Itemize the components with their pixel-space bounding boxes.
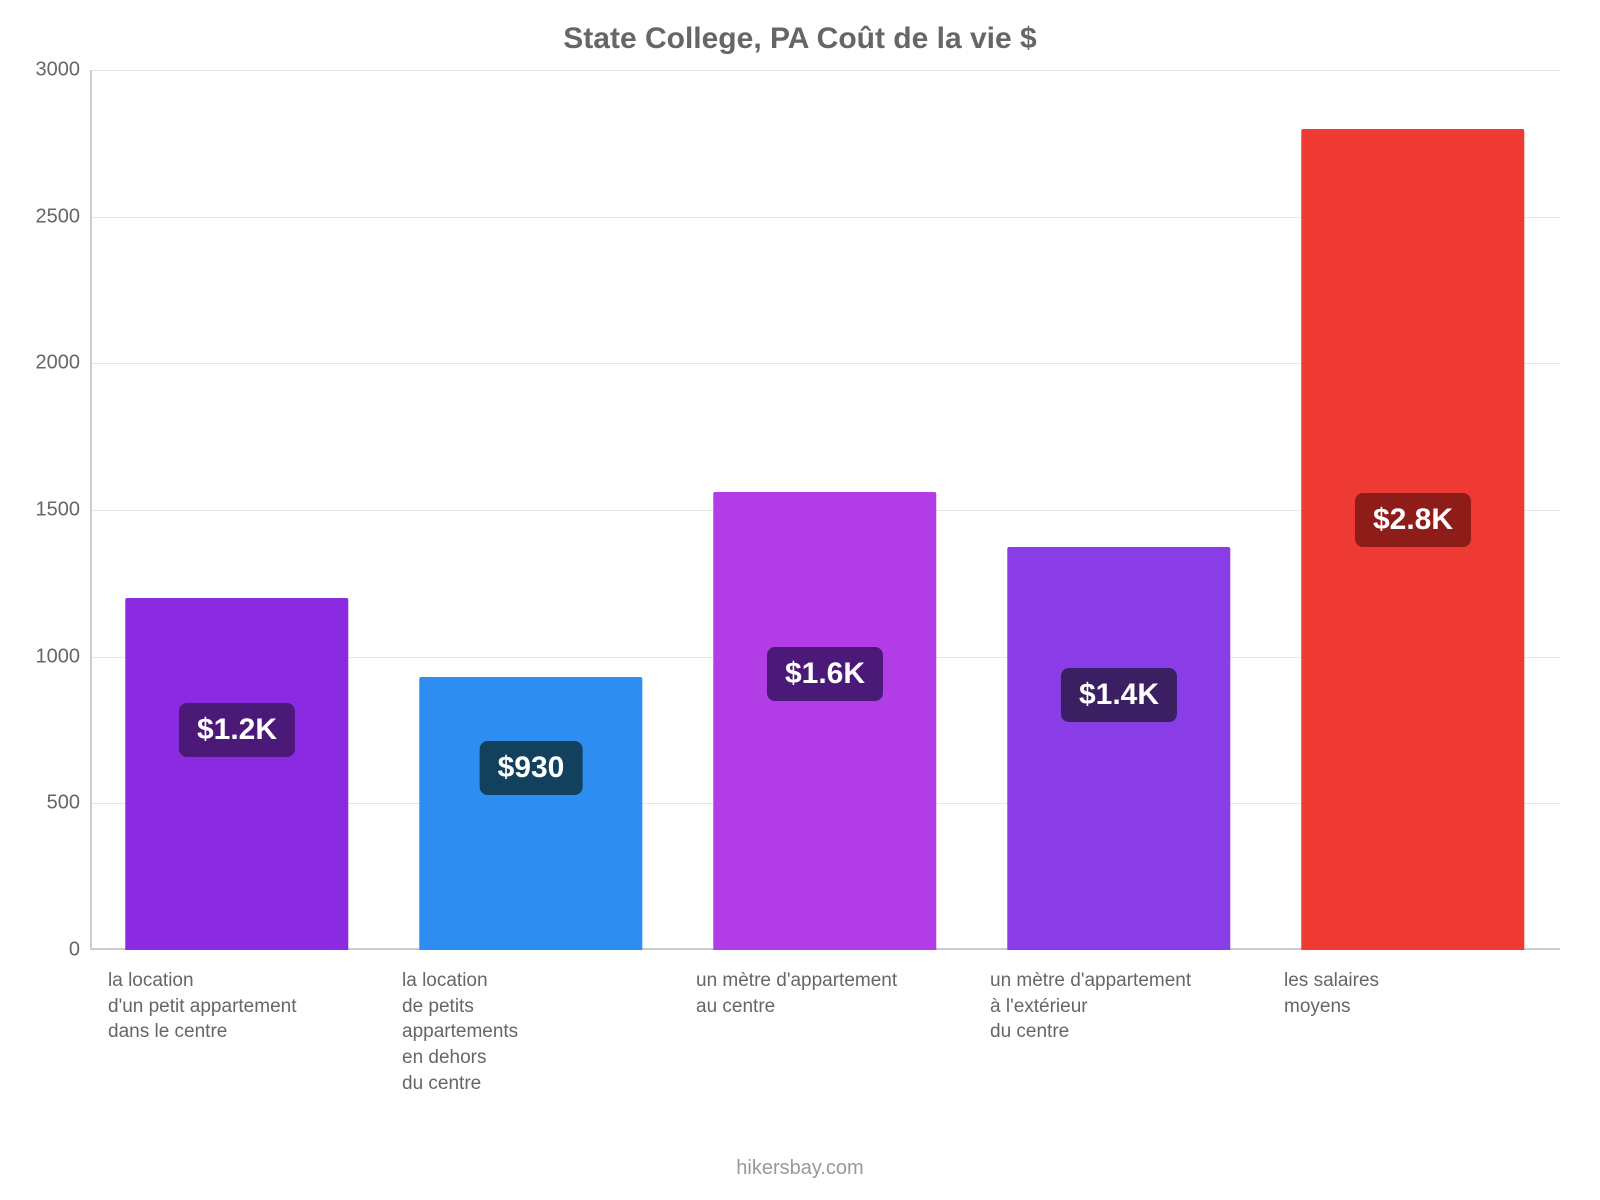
bar [419, 677, 642, 950]
bar-slot: $1.4K [972, 70, 1266, 950]
y-tick-label: 1000 [20, 645, 80, 668]
bar [713, 492, 936, 950]
bar-value-label: $1.2K [179, 703, 295, 757]
bar-slot: $1.2K [90, 70, 384, 950]
x-tick-label: la location d'un petit appartement dans … [108, 968, 372, 1045]
x-label-slot: un mètre d'appartement à l'extérieur du … [972, 960, 1266, 1096]
x-tick-label: la location de petits appartements en de… [402, 968, 666, 1096]
bar [125, 598, 348, 950]
bars-group: $1.2K $930 $1.6K $1.4K $2.8K [90, 70, 1560, 950]
bar [1007, 547, 1230, 950]
bar-value-label: $1.4K [1061, 668, 1177, 722]
bar-slot: $930 [384, 70, 678, 950]
bar-value-label: $2.8K [1355, 493, 1471, 547]
bar-value-label: $930 [480, 741, 583, 795]
x-label-slot: les salaires moyens [1266, 960, 1560, 1096]
x-tick-label: un mètre d'appartement au centre [696, 968, 960, 1019]
y-tick-label: 500 [20, 792, 80, 815]
y-tick-label: 0 [20, 939, 80, 962]
y-tick-label: 3000 [20, 59, 80, 82]
bar-slot: $1.6K [678, 70, 972, 950]
bar-slot: $2.8K [1266, 70, 1560, 950]
x-label-slot: la location d'un petit appartement dans … [90, 960, 384, 1096]
x-axis-labels: la location d'un petit appartement dans … [90, 960, 1560, 1096]
x-label-slot: la location de petits appartements en de… [384, 960, 678, 1096]
x-tick-label: les salaires moyens [1284, 968, 1548, 1019]
x-label-slot: un mètre d'appartement au centre [678, 960, 972, 1096]
attribution-text: hikersbay.com [0, 1157, 1600, 1180]
chart-container: State College, PA Coût de la vie $ 0 500 1… [0, 0, 1600, 1200]
x-tick-label: un mètre d'appartement à l'extérieur du … [990, 968, 1254, 1045]
y-tick-label: 2500 [20, 205, 80, 228]
y-tick-label: 2000 [20, 352, 80, 375]
plot-area: 050010001500200025003000 $1.2K$930$1.6K$… [90, 70, 1560, 950]
chart-title: State College, PA Coût de la vie $ [0, 22, 1600, 56]
y-tick-label: 1500 [20, 499, 80, 522]
bar-value-label: $1.6K [767, 647, 883, 701]
